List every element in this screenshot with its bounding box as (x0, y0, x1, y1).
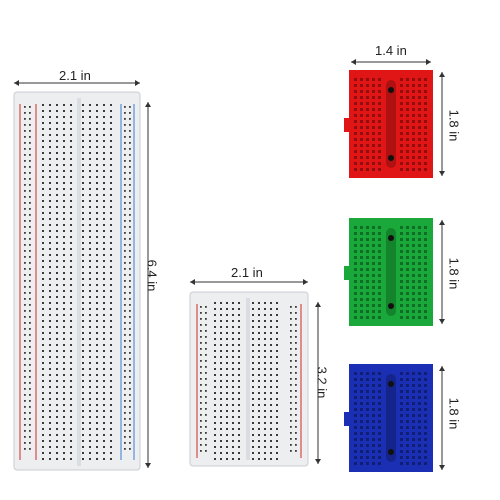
large-left-terminal-holes (42, 104, 72, 460)
large-right-rail-holes (124, 106, 131, 450)
red-height-dimension-arrow-start (439, 72, 445, 77)
green-mini-breadboard-left-holes (354, 226, 381, 319)
blue-mini-breadboard-dovetail (344, 412, 350, 426)
red-mini-breadboard-right-holes (400, 78, 427, 171)
blue-height-dimension-arrow-end (439, 465, 445, 470)
large-height-dimension-arrow-start (145, 102, 151, 107)
half-right-terminal-holes (252, 302, 278, 460)
blue-mini-breadboard-center-channel (386, 374, 396, 462)
half-board-height-label: 3.2 in (314, 366, 330, 399)
red-height-dimension-arrow-end (439, 171, 445, 176)
large-center-channel (77, 98, 81, 466)
blue-mini-breadboard-left-holes (354, 372, 381, 465)
red-mini-breadboard-left-holes (354, 78, 381, 171)
half-left-rail-holes (200, 306, 207, 452)
large-width-dimension-arrow-end (135, 80, 140, 86)
half-center-channel (246, 298, 250, 460)
half-board-width-label: 2.1 in (231, 265, 263, 280)
red-width-dimension-arrow-end (426, 59, 431, 65)
blue-mini-breadboard-right-holes (400, 372, 427, 465)
blue-board-height-label: 1.8 in (446, 397, 462, 430)
green-mini-breadboard-center-channel (386, 228, 396, 316)
blue-height-dimension-arrow-start (439, 366, 445, 371)
large-height-dimension-arrow-end (145, 463, 151, 468)
red-mini-breadboard-mount-hole-top (388, 87, 394, 93)
half-width-dimension-arrow-start (190, 279, 195, 285)
half-left-terminal-holes (214, 302, 240, 460)
green-mini-breadboard-dovetail (344, 266, 350, 280)
red-mini-breadboard-mount-hole-bottom (388, 155, 394, 161)
half-width-dimension-arrow-end (303, 279, 308, 285)
red-board-width-label: 1.4 in (375, 43, 407, 58)
green-height-dimension-arrow-end (439, 319, 445, 324)
green-mini-breadboard-mount-hole-top (388, 235, 394, 241)
red-board-height-label: 1.8 in (446, 109, 462, 142)
green-board-height-label: 1.8 in (446, 257, 462, 290)
large-board-width-label: 2.1 in (59, 68, 91, 83)
red-mini-breadboard-dovetail (344, 118, 350, 132)
red-width-dimension-arrow-start (351, 59, 356, 65)
half-height-dimension-arrow-start (315, 302, 321, 307)
large-left-rail-holes (24, 106, 31, 450)
half-height-dimension-arrow-end (315, 459, 321, 464)
green-mini-breadboard-mount-hole-bottom (388, 303, 394, 309)
blue-mini-breadboard-mount-hole-bottom (388, 449, 394, 455)
green-height-dimension-arrow-start (439, 220, 445, 225)
half-right-rail-holes (290, 306, 297, 452)
large-right-terminal-holes (82, 104, 112, 460)
blue-mini-breadboard-mount-hole-top (388, 381, 394, 387)
large-board-height-label: 6.4 in (144, 259, 160, 292)
large-width-dimension-arrow-start (14, 80, 19, 86)
green-mini-breadboard-right-holes (400, 226, 427, 319)
red-mini-breadboard-center-channel (386, 80, 396, 168)
